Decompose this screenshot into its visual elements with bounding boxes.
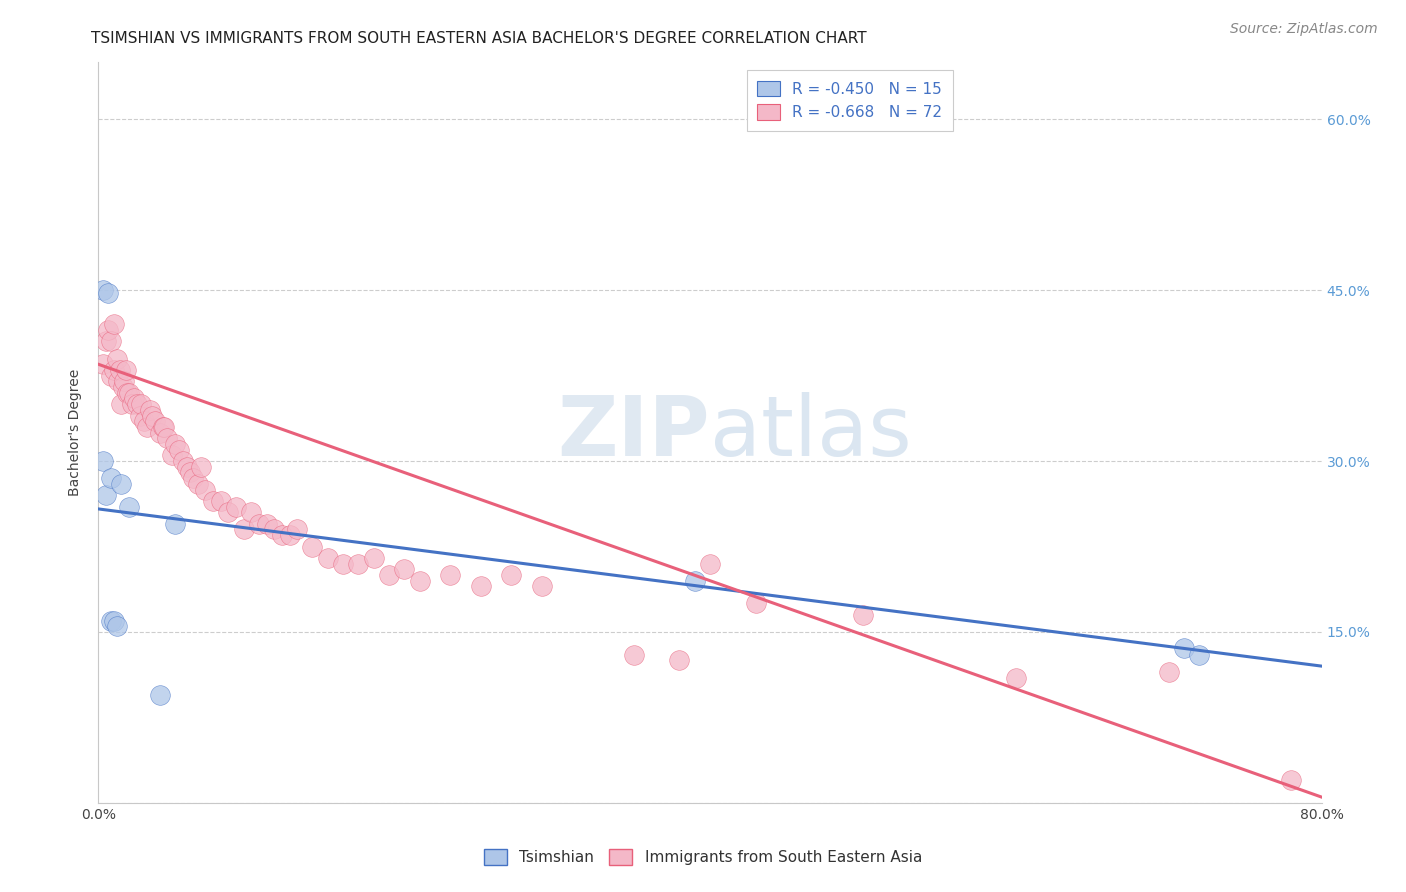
- Point: [470, 579, 492, 593]
- Point: [217, 505, 239, 519]
- Text: TSIMSHIAN VS IMMIGRANTS FROM SOUTH EASTERN ASIA BACHELOR'S DEGREE CORRELATION CH: TSIMSHIAN VS IMMIGRANTS FROM SOUTH EASTE…: [91, 31, 868, 46]
- Point: [110, 397, 132, 411]
- Point: [139, 402, 162, 417]
- Point: [530, 579, 553, 593]
- Text: Source: ZipAtlas.com: Source: ZipAtlas.com: [1230, 22, 1378, 37]
- Point: [190, 459, 212, 474]
- Point: [408, 574, 430, 588]
- Point: [134, 414, 156, 428]
- Point: [160, 449, 183, 463]
- Point: [278, 528, 301, 542]
- Point: [263, 523, 285, 537]
- Point: [149, 425, 172, 440]
- Point: [100, 614, 122, 628]
- Point: [745, 597, 768, 611]
- Point: [91, 454, 114, 468]
- Point: [225, 500, 247, 514]
- Point: [97, 323, 120, 337]
- Point: [316, 550, 339, 565]
- Point: [1157, 665, 1180, 679]
- Point: [232, 523, 254, 537]
- Point: [852, 607, 875, 622]
- Point: [111, 380, 134, 394]
- Point: [103, 363, 125, 377]
- Point: [439, 568, 461, 582]
- Point: [103, 318, 125, 332]
- Point: [94, 488, 117, 502]
- Point: [118, 385, 141, 400]
- Point: [1188, 648, 1211, 662]
- Point: [105, 351, 128, 366]
- Point: [122, 392, 145, 406]
- Text: ZIP: ZIP: [558, 392, 710, 473]
- Point: [97, 285, 120, 300]
- Point: [187, 476, 209, 491]
- Point: [91, 283, 114, 297]
- Point: [118, 500, 141, 514]
- Point: [152, 420, 174, 434]
- Point: [163, 516, 186, 531]
- Point: [125, 397, 148, 411]
- Point: [103, 614, 125, 628]
- Point: [121, 397, 143, 411]
- Point: [181, 471, 204, 485]
- Point: [699, 557, 721, 571]
- Point: [332, 557, 354, 571]
- Point: [1173, 640, 1195, 655]
- Point: [153, 420, 176, 434]
- Point: [347, 557, 370, 571]
- Point: [270, 528, 292, 542]
- Point: [117, 385, 139, 400]
- Point: [112, 375, 135, 389]
- Point: [301, 540, 323, 554]
- Point: [94, 334, 117, 349]
- Y-axis label: Bachelor's Degree: Bachelor's Degree: [69, 369, 83, 496]
- Point: [91, 357, 114, 371]
- Point: [285, 523, 308, 537]
- Point: [169, 442, 191, 457]
- Point: [194, 483, 217, 497]
- Legend: R = -0.450   N = 15, R = -0.668   N = 72: R = -0.450 N = 15, R = -0.668 N = 72: [747, 70, 953, 131]
- Point: [247, 516, 270, 531]
- Point: [683, 574, 706, 588]
- Point: [256, 516, 278, 531]
- Point: [202, 494, 225, 508]
- Point: [156, 431, 179, 445]
- Point: [110, 476, 132, 491]
- Point: [623, 648, 645, 662]
- Point: [209, 494, 232, 508]
- Point: [100, 471, 122, 485]
- Point: [668, 653, 690, 667]
- Point: [501, 568, 523, 582]
- Point: [363, 550, 385, 565]
- Point: [378, 568, 401, 582]
- Point: [141, 409, 163, 423]
- Point: [240, 505, 263, 519]
- Point: [1279, 772, 1302, 787]
- Point: [128, 409, 150, 423]
- Point: [176, 459, 198, 474]
- Text: atlas: atlas: [710, 392, 911, 473]
- Point: [115, 363, 138, 377]
- Point: [1004, 671, 1026, 685]
- Point: [136, 420, 159, 434]
- Point: [143, 414, 166, 428]
- Point: [105, 619, 128, 633]
- Legend: Tsimshian, Immigrants from South Eastern Asia: Tsimshian, Immigrants from South Eastern…: [478, 843, 928, 871]
- Point: [172, 454, 194, 468]
- Point: [163, 437, 186, 451]
- Point: [149, 688, 172, 702]
- Point: [108, 363, 131, 377]
- Point: [179, 466, 201, 480]
- Point: [100, 334, 122, 349]
- Point: [107, 375, 129, 389]
- Point: [129, 397, 152, 411]
- Point: [100, 368, 122, 383]
- Point: [392, 562, 416, 576]
